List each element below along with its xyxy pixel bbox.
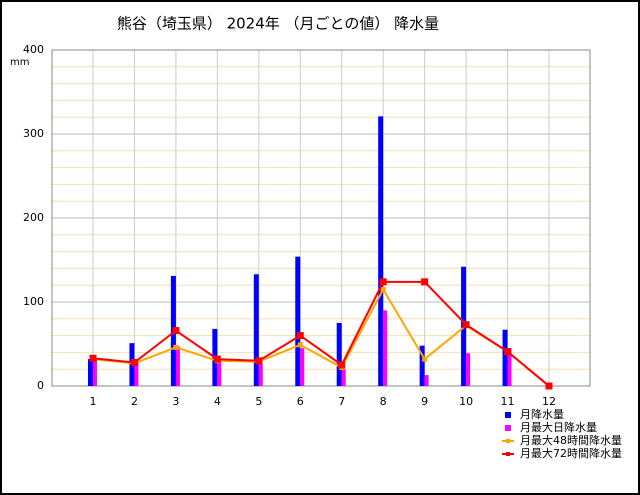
y-tick-label: 300 — [23, 127, 44, 140]
x-tick-label: 6 — [297, 395, 304, 408]
x-tick-label: 10 — [459, 395, 473, 408]
bar — [217, 362, 222, 386]
marker — [255, 357, 263, 365]
bar — [507, 348, 512, 386]
x-tick-label: 12 — [542, 395, 556, 408]
y-unit: mm — [10, 57, 29, 68]
bar — [300, 348, 305, 386]
marker — [504, 348, 512, 356]
y-tick-label: 0 — [37, 379, 44, 392]
marker — [89, 354, 97, 362]
line — [92, 280, 550, 387]
bar — [378, 116, 384, 387]
x-tick-label: 1 — [90, 395, 97, 408]
x-tick-label: 2 — [131, 395, 138, 408]
marker — [297, 342, 303, 348]
bar — [419, 345, 425, 386]
legend-label: 月最大72時間降水量 — [520, 446, 622, 460]
chart-title: 熊谷（埼玉県） 2024年 （月ごとの値） 降水量 — [117, 15, 439, 33]
x-tick-label: 9 — [421, 395, 428, 408]
bar — [175, 346, 180, 386]
bar — [295, 256, 301, 386]
bar — [341, 369, 346, 386]
bar — [424, 375, 429, 386]
bar — [336, 323, 342, 386]
marker — [379, 278, 387, 286]
x-tick-label: 5 — [255, 395, 262, 408]
marker — [422, 356, 428, 362]
legend-swatch — [505, 425, 511, 431]
bar — [258, 363, 263, 386]
marker — [130, 358, 138, 366]
legend-label: 月最大日降水量 — [520, 420, 597, 434]
marker — [172, 327, 180, 335]
bar — [134, 363, 139, 386]
x-tick-label: 7 — [338, 395, 345, 408]
y-tick-label: 100 — [23, 295, 44, 308]
marker — [545, 382, 553, 390]
x-tick-label: 11 — [501, 395, 515, 408]
x-tick-label: 8 — [380, 395, 387, 408]
legend-swatch — [505, 412, 511, 418]
marker — [421, 278, 429, 286]
y-tick-label: 200 — [23, 211, 44, 224]
legend-marker — [506, 439, 510, 443]
x-tick-label: 3 — [172, 395, 179, 408]
marker — [338, 361, 346, 369]
bar — [466, 353, 471, 386]
legend-label: 月最大48時間降水量 — [520, 433, 622, 447]
marker — [213, 355, 221, 363]
plot-border — [51, 49, 591, 387]
legend-marker — [506, 452, 510, 456]
bar — [93, 359, 97, 386]
bar — [88, 359, 93, 386]
marker — [296, 332, 304, 340]
marker — [173, 344, 179, 350]
x-tick-label: 4 — [214, 395, 221, 408]
bar — [253, 274, 259, 386]
bar — [502, 329, 508, 386]
y-tick-label: 400 — [23, 43, 44, 56]
marker — [462, 321, 470, 329]
legend-label: 月降水量 — [520, 407, 564, 421]
bar — [383, 310, 388, 386]
marker — [380, 286, 386, 292]
